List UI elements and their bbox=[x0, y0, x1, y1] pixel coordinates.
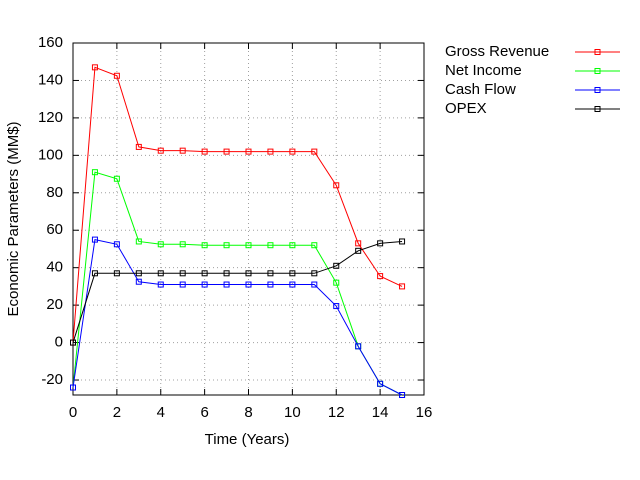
point bbox=[223, 281, 230, 288]
y-tick-label: 80 bbox=[46, 184, 63, 201]
x-tick-label: 16 bbox=[416, 404, 433, 421]
x-tick-label: 10 bbox=[284, 404, 301, 421]
x-tick-label: 14 bbox=[372, 404, 389, 421]
legend-marker bbox=[594, 49, 601, 55]
y-tick-label: -20 bbox=[41, 371, 63, 388]
series-line bbox=[72, 171, 403, 396]
point bbox=[201, 242, 208, 249]
x-tick-label: 8 bbox=[244, 404, 252, 421]
y-tick-label: 160 bbox=[38, 34, 63, 51]
point bbox=[311, 148, 318, 155]
point bbox=[179, 241, 186, 248]
y-tick-label: 20 bbox=[46, 296, 63, 313]
point bbox=[113, 72, 120, 79]
point bbox=[289, 281, 296, 288]
point bbox=[91, 169, 98, 176]
point bbox=[91, 64, 98, 71]
point bbox=[333, 279, 340, 286]
point bbox=[135, 143, 142, 150]
point bbox=[179, 270, 186, 277]
point bbox=[355, 247, 362, 254]
point bbox=[157, 281, 164, 288]
point bbox=[223, 242, 230, 249]
x-tick-label: 0 bbox=[69, 404, 77, 421]
x-tick-label: 6 bbox=[200, 404, 208, 421]
y-tick-label: 120 bbox=[38, 109, 63, 126]
legend-marker bbox=[594, 106, 601, 112]
point bbox=[70, 384, 76, 391]
y-tick-label: 140 bbox=[38, 71, 63, 88]
point bbox=[355, 343, 362, 350]
x-tick-label: 12 bbox=[328, 404, 345, 421]
point bbox=[201, 270, 208, 277]
point bbox=[333, 182, 340, 189]
point bbox=[91, 236, 98, 243]
point bbox=[399, 392, 406, 398]
point bbox=[157, 241, 164, 248]
y-tick-label: 0 bbox=[55, 334, 63, 351]
point bbox=[223, 270, 230, 277]
point bbox=[267, 281, 274, 288]
point bbox=[113, 241, 120, 248]
legend-label: OPEX bbox=[445, 100, 487, 117]
point bbox=[245, 148, 252, 155]
point bbox=[333, 303, 340, 310]
series-line bbox=[72, 66, 403, 343]
legend-label: Cash Flow bbox=[445, 81, 516, 98]
point bbox=[135, 278, 142, 285]
point bbox=[157, 270, 164, 277]
point bbox=[289, 270, 296, 277]
x-tick-label: 2 bbox=[113, 404, 121, 421]
point bbox=[399, 283, 406, 290]
y-tick-label: 60 bbox=[46, 221, 63, 238]
legend-label: Gross Revenue bbox=[445, 43, 549, 60]
series-line bbox=[72, 240, 403, 343]
point bbox=[333, 262, 340, 269]
point bbox=[377, 380, 384, 387]
point bbox=[179, 281, 186, 288]
point bbox=[311, 281, 318, 288]
point bbox=[201, 281, 208, 288]
point bbox=[135, 270, 142, 277]
point bbox=[377, 273, 384, 280]
point bbox=[113, 175, 120, 182]
point bbox=[70, 339, 76, 346]
point bbox=[245, 270, 252, 277]
point bbox=[179, 147, 186, 154]
point bbox=[311, 242, 318, 249]
point bbox=[91, 270, 98, 277]
point bbox=[245, 242, 252, 249]
legend-label: Net Income bbox=[445, 62, 522, 79]
point bbox=[289, 148, 296, 155]
y-axis-label: Economic Parameters (MM$) bbox=[5, 121, 22, 316]
y-tick-label: 40 bbox=[46, 259, 63, 276]
point bbox=[267, 270, 274, 277]
point bbox=[201, 148, 208, 155]
point bbox=[135, 238, 142, 245]
point bbox=[399, 238, 406, 245]
point bbox=[245, 281, 252, 288]
y-tick-label: 100 bbox=[38, 146, 63, 163]
point bbox=[267, 242, 274, 249]
point bbox=[113, 270, 120, 277]
point bbox=[289, 242, 296, 249]
point bbox=[355, 240, 362, 247]
legend-marker bbox=[594, 68, 601, 74]
plot-frame bbox=[72, 42, 425, 396]
series-line bbox=[72, 238, 403, 396]
point bbox=[377, 240, 384, 247]
x-tick-label: 4 bbox=[157, 404, 165, 421]
x-axis-label: Time (Years) bbox=[205, 431, 290, 448]
point bbox=[157, 147, 164, 154]
point bbox=[223, 148, 230, 155]
point bbox=[311, 270, 318, 277]
point bbox=[267, 148, 274, 155]
legend-marker bbox=[594, 87, 601, 93]
